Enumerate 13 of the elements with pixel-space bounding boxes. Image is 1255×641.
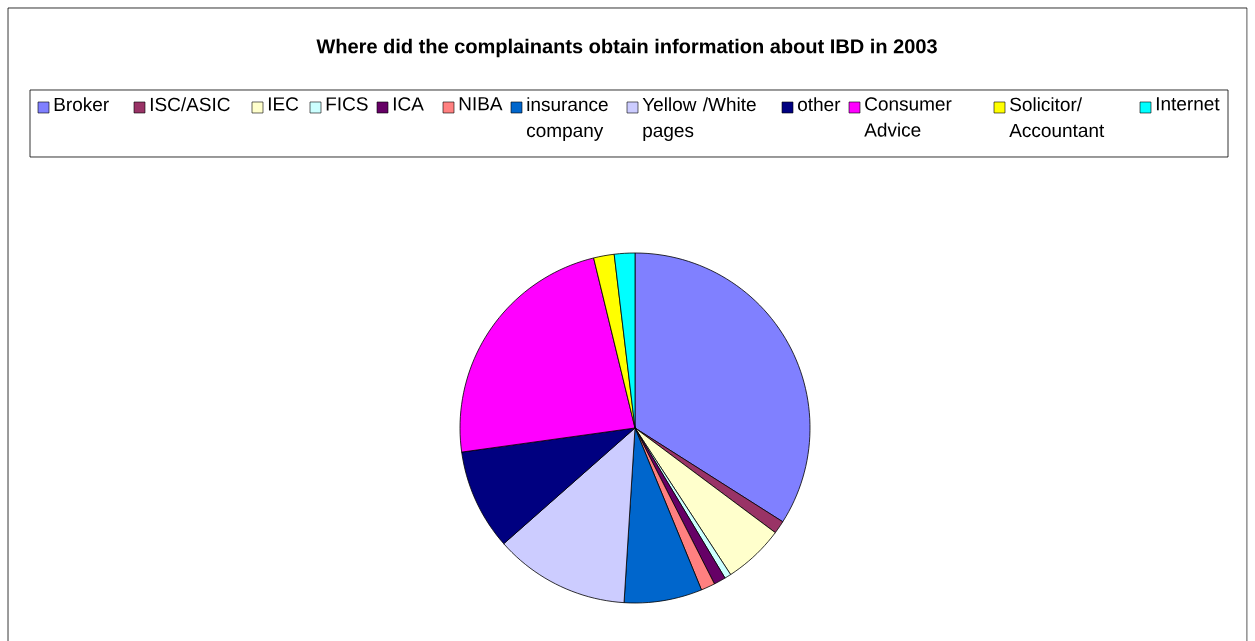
legend-label: IEC bbox=[268, 97, 299, 111]
legend-label: ISC/ASIC bbox=[150, 97, 230, 112]
legend-label: other bbox=[798, 97, 841, 112]
chart-title: Where did the complainants obtain information about IBD in 2003 bbox=[316, 38, 937, 58]
legend-label: insurance company bbox=[527, 97, 608, 141]
legend-label: FICS bbox=[326, 97, 368, 111]
legend-label: Internet bbox=[1156, 97, 1220, 111]
legend-label: Broker bbox=[54, 97, 109, 112]
legend-label: NIBA bbox=[459, 97, 503, 111]
legend-label: ICA bbox=[393, 97, 424, 111]
legend-label: Yellow /White pages bbox=[642, 97, 756, 141]
legend-label: Consumer Advice bbox=[864, 97, 952, 137]
legend-label: Solicitor/ Accountant bbox=[1009, 97, 1105, 138]
